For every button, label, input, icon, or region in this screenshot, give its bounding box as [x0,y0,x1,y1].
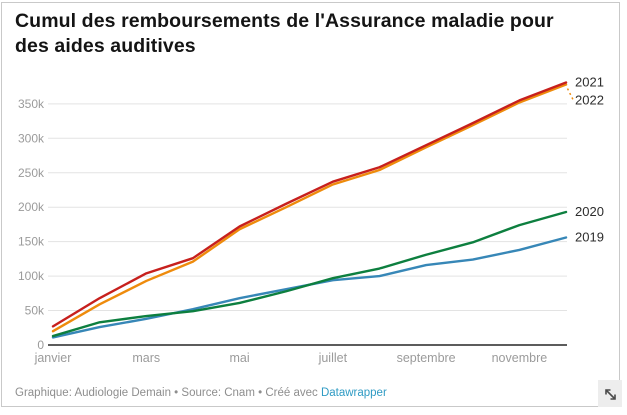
x-tick-label-septembre: septembre [397,351,456,365]
footer-attribution: Graphique: Audiologie Demain • Source: C… [15,387,387,399]
x-tick-label-mars: mars [132,351,160,365]
y-tick-label-50k: 50k [25,304,45,318]
y-tick-label-150k: 150k [18,235,45,249]
y-tick-label-0: 0 [37,338,44,352]
x-tick-label-novembre: novembre [492,351,548,365]
series-label-2021: 2021 [575,74,604,89]
y-tick-label-250k: 250k [18,166,45,180]
footer-text: Graphique: Audiologie Demain • Source: C… [15,387,321,399]
label-leader-2022 [566,88,574,100]
series-label-2022: 2022 [575,93,604,108]
x-tick-label-janvier: janvier [34,351,72,365]
y-tick-label-300k: 300k [18,131,45,145]
datawrapper-link[interactable]: Datawrapper [320,387,387,399]
page-card [1,2,620,407]
chart-title: Cumul des remboursements de l'Assurance … [15,10,554,58]
line-2021 [51,81,568,328]
line-2022 [51,83,568,333]
resize-button[interactable] [598,380,622,407]
series-label-2019: 2019 [575,230,604,245]
x-tick-label-juillet: juillet [318,351,348,365]
line-2019 [51,236,568,339]
line-2020 [51,210,568,338]
y-tick-label-100k: 100k [18,269,45,283]
y-tick-label-200k: 200k [18,200,45,214]
series-label-2020: 2020 [575,204,604,219]
y-tick-label-350k: 350k [18,97,45,111]
x-tick-label-mai: mai [229,351,249,365]
diagonal-resize-icon [605,388,616,400]
